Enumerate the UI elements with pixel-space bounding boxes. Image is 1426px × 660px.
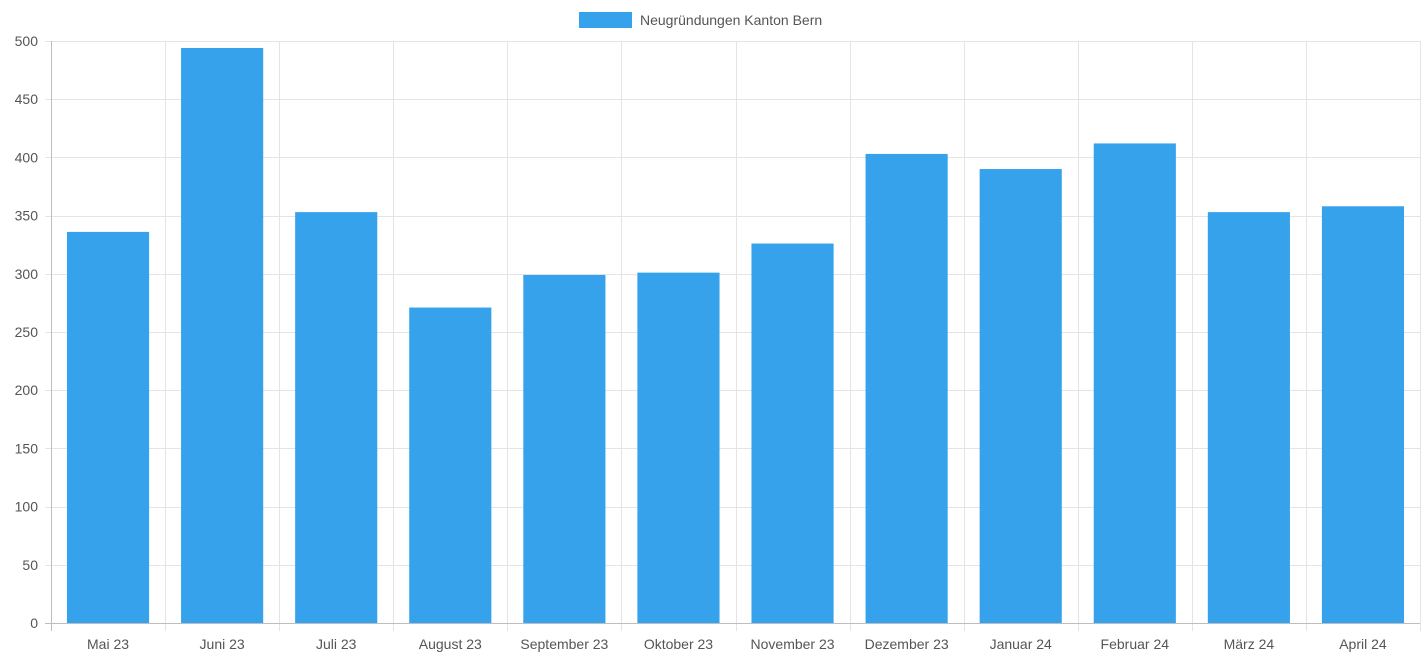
- bar[interactable]: [865, 153, 948, 623]
- y-tick-label: 350: [15, 208, 39, 224]
- x-tick-label: August 23: [419, 636, 482, 652]
- bar[interactable]: [409, 307, 492, 623]
- x-tick-label: Juni 23: [200, 636, 245, 652]
- y-tick-label: 250: [15, 324, 39, 340]
- x-tick-label: April 24: [1339, 636, 1387, 652]
- y-tick-label: 450: [15, 91, 39, 107]
- y-tick-label: 400: [15, 149, 39, 165]
- y-axis-ticks: 0 50 100 150 200 250 300 350 400 450 500: [15, 33, 39, 631]
- x-tick-label: Mai 23: [87, 636, 129, 652]
- bar[interactable]: [1093, 143, 1176, 623]
- bar[interactable]: [66, 231, 150, 623]
- x-tick-label: Januar 24: [990, 636, 1052, 652]
- x-tick-label: Februar 24: [1101, 636, 1170, 652]
- x-tick-label: Juli 23: [316, 636, 357, 652]
- x-tick-label: Dezember 23: [865, 636, 949, 652]
- y-tick-label: 50: [22, 557, 38, 573]
- x-tick-label: März 24: [1224, 636, 1275, 652]
- legend[interactable]: Neugründungen Kanton Bern: [579, 12, 822, 28]
- x-tick-label: Oktober 23: [644, 636, 713, 652]
- bar[interactable]: [979, 169, 1062, 624]
- y-tick-label: 200: [15, 382, 39, 398]
- x-axis-ticks: Mai 23 Juni 23 Juli 23 August 23 September 2…: [87, 636, 1387, 652]
- x-tick-label: September 23: [520, 636, 608, 652]
- y-tick-label: 500: [15, 33, 39, 49]
- legend-label: Neugründungen Kanton Bern: [640, 12, 822, 28]
- legend-swatch: [579, 12, 632, 28]
- y-tick-label: 150: [15, 440, 39, 456]
- bar[interactable]: [637, 272, 720, 623]
- bar[interactable]: [523, 274, 606, 623]
- bar[interactable]: [295, 212, 378, 624]
- x-tick-label: November 23: [751, 636, 835, 652]
- bar[interactable]: [1321, 206, 1405, 624]
- y-tick-label: 300: [15, 266, 39, 282]
- y-tick-label: 100: [15, 499, 39, 515]
- axes: [45, 41, 1420, 631]
- bar[interactable]: [751, 243, 834, 624]
- bar[interactable]: [1207, 212, 1290, 624]
- bar[interactable]: [181, 47, 264, 624]
- bars: [66, 47, 1405, 624]
- y-tick-label: 0: [30, 615, 38, 631]
